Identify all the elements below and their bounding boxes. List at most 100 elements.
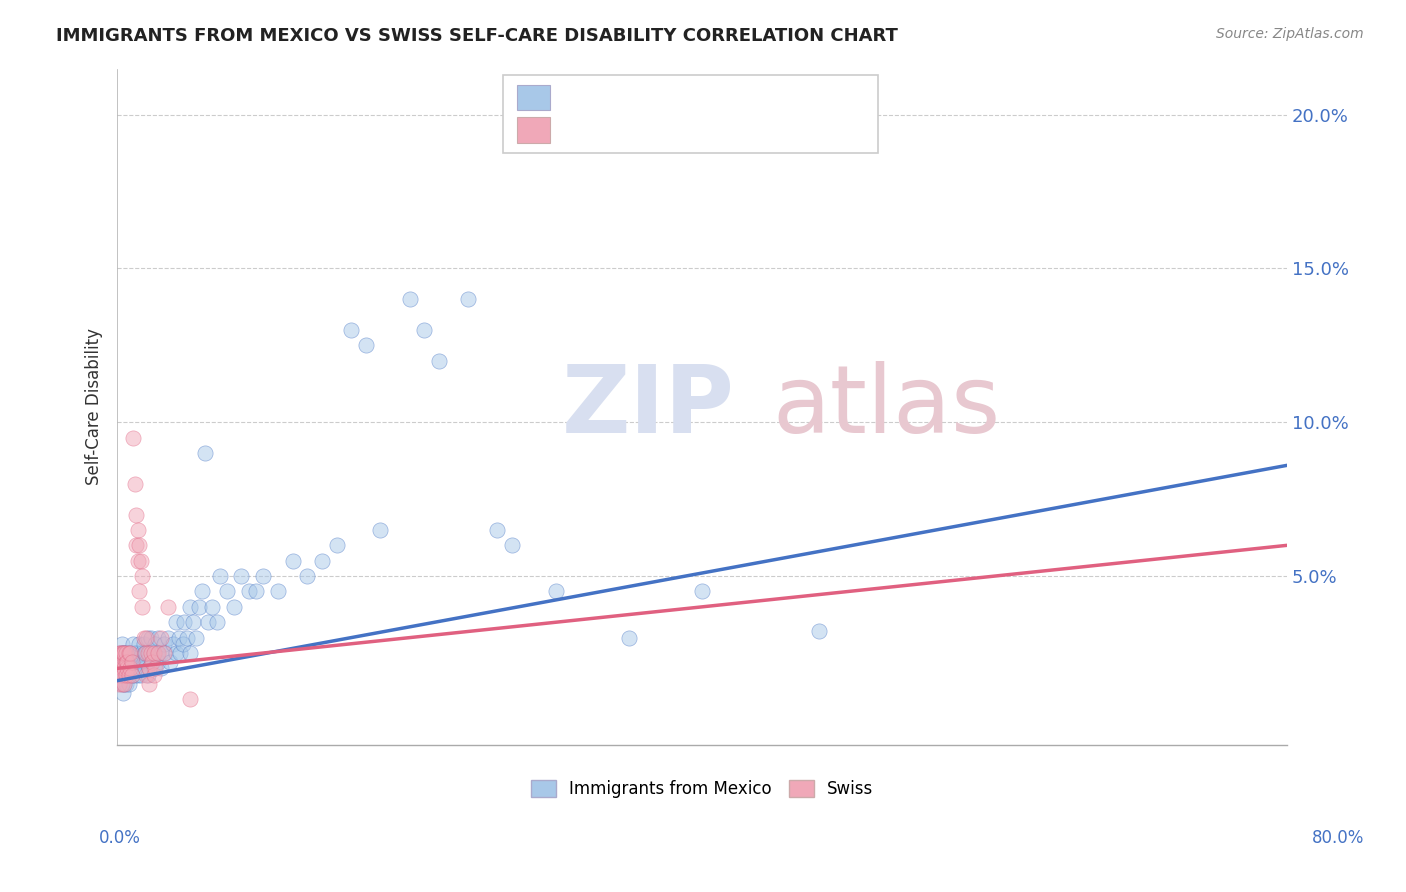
Point	[129, 667, 152, 681]
Point	[108, 646, 131, 660]
Point	[165, 646, 187, 660]
Text: ZIP: ZIP	[562, 361, 734, 453]
Point	[138, 661, 160, 675]
Point	[224, 599, 246, 614]
Point	[179, 692, 201, 706]
Point	[176, 631, 198, 645]
Point	[128, 584, 150, 599]
Point	[142, 646, 165, 660]
Point	[120, 661, 142, 675]
Point	[150, 661, 173, 675]
Point	[131, 646, 153, 660]
Point	[120, 661, 142, 675]
Point	[134, 661, 156, 675]
Point	[155, 646, 177, 660]
Text: 0.0%: 0.0%	[98, 830, 141, 847]
Point	[110, 661, 132, 675]
Point	[267, 584, 290, 599]
Point	[115, 677, 138, 691]
Point	[544, 584, 567, 599]
Point	[107, 652, 129, 666]
Point	[142, 661, 165, 675]
Point	[617, 631, 640, 645]
Point	[117, 667, 139, 681]
Point	[179, 646, 201, 660]
Point	[139, 646, 162, 660]
Point	[107, 661, 129, 675]
Y-axis label: Self-Care Disability: Self-Care Disability	[86, 328, 103, 485]
Point	[128, 661, 150, 675]
Point	[138, 661, 160, 675]
Point	[107, 677, 129, 691]
Point	[121, 655, 143, 669]
Text: R = 0.281: R = 0.281	[564, 120, 654, 138]
Point	[146, 655, 169, 669]
Point	[124, 667, 146, 681]
Point	[129, 655, 152, 669]
Point	[501, 538, 523, 552]
Point	[231, 569, 253, 583]
Point	[427, 353, 450, 368]
Point	[114, 655, 136, 669]
Point	[143, 637, 166, 651]
Point	[121, 667, 143, 681]
Point	[413, 323, 436, 337]
Point	[205, 615, 228, 630]
Point	[114, 661, 136, 675]
Point	[115, 661, 138, 675]
Point	[132, 655, 155, 669]
Point	[153, 637, 176, 651]
Point	[134, 646, 156, 660]
Point	[138, 646, 160, 660]
Point	[124, 655, 146, 669]
Point	[136, 667, 159, 681]
Point	[118, 655, 141, 669]
Point	[112, 655, 135, 669]
Point	[125, 646, 148, 660]
Point	[114, 661, 136, 675]
Point	[157, 599, 180, 614]
Point	[208, 569, 231, 583]
Point	[136, 646, 159, 660]
Point	[128, 637, 150, 651]
Point	[173, 615, 195, 630]
Point	[108, 655, 131, 669]
Point	[110, 646, 132, 660]
Point	[127, 655, 149, 669]
Point	[121, 655, 143, 669]
Point	[132, 631, 155, 645]
Point	[201, 599, 224, 614]
Point	[142, 646, 165, 660]
Point	[167, 631, 190, 645]
Point	[197, 615, 219, 630]
Point	[398, 292, 420, 306]
Text: R = 0.413: R = 0.413	[564, 88, 654, 107]
Point	[127, 554, 149, 568]
Point	[117, 655, 139, 669]
Point	[108, 667, 131, 681]
Point	[117, 646, 139, 660]
Point	[134, 646, 156, 660]
Point	[110, 637, 132, 651]
Point	[114, 646, 136, 660]
Point	[114, 677, 136, 691]
Point	[107, 646, 129, 660]
Point	[108, 667, 131, 681]
Text: Source: ZipAtlas.com: Source: ZipAtlas.com	[1216, 27, 1364, 41]
Point	[215, 584, 238, 599]
Point	[191, 584, 214, 599]
Point	[486, 523, 509, 537]
Text: N = 54: N = 54	[709, 120, 776, 138]
Point	[124, 646, 146, 660]
Text: atlas: atlas	[772, 361, 1001, 453]
Point	[121, 667, 143, 681]
Point	[129, 554, 152, 568]
Point	[112, 667, 135, 681]
Point	[108, 655, 131, 669]
Text: IMMIGRANTS FROM MEXICO VS SWISS SELF-CARE DISABILITY CORRELATION CHART: IMMIGRANTS FROM MEXICO VS SWISS SELF-CAR…	[56, 27, 898, 45]
Point	[281, 554, 304, 568]
Point	[114, 677, 136, 691]
Point	[125, 661, 148, 675]
Point	[135, 646, 157, 660]
Point	[186, 631, 208, 645]
